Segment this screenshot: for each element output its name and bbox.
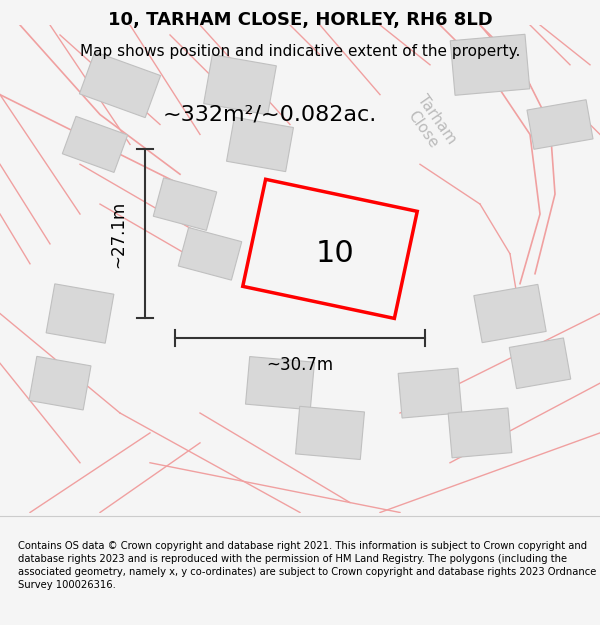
Polygon shape [398,368,462,418]
Text: Map shows position and indicative extent of the property.: Map shows position and indicative extent… [80,44,520,59]
Polygon shape [79,52,161,118]
Text: ~27.1m: ~27.1m [109,200,127,268]
Text: Contains OS data © Crown copyright and database right 2021. This information is : Contains OS data © Crown copyright and d… [18,541,596,590]
Polygon shape [450,34,530,95]
Text: Tarham
Close: Tarham Close [401,92,460,157]
Text: 10: 10 [316,239,355,268]
Polygon shape [509,338,571,389]
Polygon shape [62,116,128,172]
Polygon shape [29,356,91,410]
Polygon shape [227,117,293,172]
Polygon shape [178,228,242,280]
Polygon shape [474,284,546,342]
Polygon shape [46,284,114,343]
Polygon shape [245,356,314,410]
Polygon shape [153,177,217,231]
Text: 10, TARHAM CLOSE, HORLEY, RH6 8LD: 10, TARHAM CLOSE, HORLEY, RH6 8LD [107,11,493,29]
Polygon shape [448,408,512,458]
Text: ~332m²/~0.082ac.: ~332m²/~0.082ac. [163,104,377,124]
Polygon shape [527,100,593,149]
Polygon shape [203,54,277,115]
Polygon shape [296,406,364,459]
Text: ~30.7m: ~30.7m [266,356,334,374]
